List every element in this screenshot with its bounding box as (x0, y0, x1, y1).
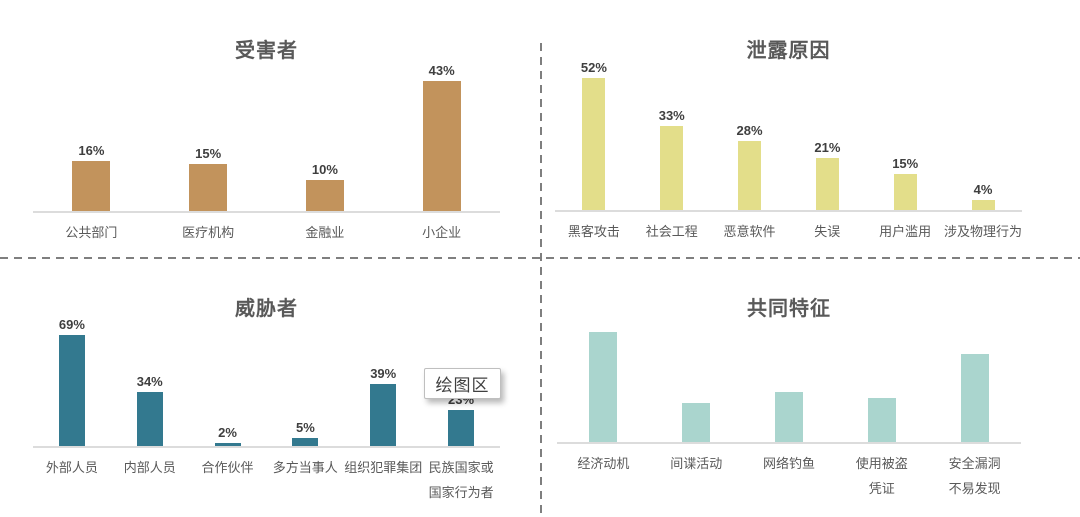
bar-slot: 5% (266, 420, 344, 446)
category-label: 多方当事人 (272, 460, 338, 475)
horizontal-dashed-divider (0, 257, 1080, 259)
category-label: 经济动机 (577, 456, 630, 471)
category-label: 安全漏洞 不易发现 (948, 456, 1001, 496)
category-label: 组织犯罪集团 (344, 460, 423, 475)
bar-slot (835, 398, 928, 442)
category-label: 公共部门 (65, 225, 118, 240)
category-row: 经济动机 间谍活动 网络钓鱼 使用被盗 凭证 安全漏洞 不易发现 (557, 451, 1021, 501)
bar[interactable] (774, 392, 803, 442)
bar[interactable] (682, 403, 711, 442)
bar-value-label: 34% (136, 374, 163, 389)
bar-value-label: 33% (658, 108, 685, 123)
bar-slot: 21% (788, 140, 866, 210)
plot-area[interactable] (557, 292, 1021, 444)
bar[interactable] (738, 141, 762, 210)
bar-value-label: 4% (973, 182, 993, 197)
category-label: 间谍活动 (670, 456, 723, 471)
category-row: 黑客攻击 社会工程 恶意软件 失误 用户滥用 涉及物理行为 (555, 219, 1022, 244)
bar-slot: 23% (422, 392, 500, 446)
bar-slot: 15% (866, 156, 944, 210)
plot-area[interactable]: 16% 15% 10% 43% (33, 31, 500, 213)
bar-slot (557, 332, 650, 442)
bar[interactable] (58, 335, 85, 446)
bar-value-label: 28% (736, 123, 763, 138)
chart-common-traits: 共同特征 经济动机 间谍活动 网络钓鱼 使用被盗 凭证 安全漏洞 不易发现 (540, 258, 1080, 516)
chart-title: 受害者 (235, 40, 298, 62)
bar-value-label: 43% (428, 63, 455, 78)
bar-slot: 16% (33, 143, 150, 211)
bar-value-label: 2% (218, 425, 237, 440)
bar-value-label: 15% (195, 146, 222, 161)
bar-slot: 33% (633, 108, 711, 210)
bar-value-label: 10% (311, 162, 338, 177)
bar-value-label: 15% (892, 156, 919, 171)
category-label: 金融业 (305, 225, 345, 240)
bar[interactable] (370, 384, 397, 446)
bar[interactable] (72, 161, 111, 211)
bar[interactable] (867, 398, 896, 442)
bar-value-label: 21% (814, 140, 841, 155)
category-label: 失误 (814, 224, 841, 239)
bar[interactable] (960, 354, 989, 442)
category-label: 使用被盗 凭证 (855, 456, 908, 496)
bar[interactable] (422, 81, 461, 211)
bar-slot: 69% (33, 317, 111, 446)
chart-title: 泄露原因 (746, 40, 831, 62)
plot-area[interactable]: 52% 33% 28% 21% 15% 4% (555, 30, 1022, 212)
chart-title: 威胁者 (235, 298, 298, 320)
bar-slot: 43% (383, 63, 500, 211)
category-label: 网络钓鱼 (762, 456, 815, 471)
bar-value-label: 16% (78, 143, 105, 158)
bar-value-label: 5% (296, 420, 315, 435)
bar-slot: 34% (111, 374, 189, 446)
category-label: 黑客攻击 (567, 224, 620, 239)
bar-slot: 4% (944, 182, 1022, 210)
bar-slot: 15% (150, 146, 267, 211)
bar-slot (650, 403, 743, 442)
bar-value-label: 39% (370, 366, 397, 381)
category-label: 小企业 (422, 225, 462, 240)
bar[interactable] (136, 392, 163, 446)
bar-value-label: 69% (58, 317, 85, 332)
chart-title: 共同特征 (747, 298, 831, 320)
category-label: 恶意软件 (723, 224, 776, 239)
category-label: 涉及物理行为 (943, 224, 1022, 239)
bar-slot: 52% (555, 60, 633, 210)
bar-slot: 10% (267, 162, 384, 211)
category-label: 民族国家或 国家行为者 (428, 460, 494, 500)
category-row: 外部人员 内部人员 合作伙伴 多方当事人 组织犯罪集团 民族国家或 国家行为者 (33, 455, 500, 505)
bar[interactable] (292, 438, 319, 446)
category-label: 内部人员 (123, 460, 176, 475)
category-label: 外部人员 (45, 460, 98, 475)
category-label: 医疗机构 (182, 225, 235, 240)
category-label: 社会工程 (645, 224, 698, 239)
bar[interactable] (582, 78, 606, 210)
bar-value-label: 52% (580, 60, 607, 75)
plot-area[interactable]: 69% 34% 2% 5% 39% 23% (33, 296, 500, 448)
vertical-dashed-divider (540, 43, 542, 517)
plot-area-tooltip: 绘图区 (424, 368, 501, 399)
bar[interactable] (214, 443, 241, 446)
bar[interactable] (589, 332, 618, 442)
chart-breach-causes: 泄露原因 52% 33% 28% 21% 15% 4% 黑客攻击 社会工程 恶意软件 失误 用户滥… (540, 0, 1080, 258)
bar-slot: 28% (711, 123, 789, 210)
bar-slot (743, 392, 836, 442)
bar-slot: 2% (189, 425, 267, 446)
chart-victims: 受害者 16% 15% 10% 43% 公共部门 医疗机构 金融业 小企业 (0, 0, 540, 258)
bar-slot: 39% (344, 366, 422, 446)
category-label: 用户滥用 (879, 224, 932, 239)
bar[interactable] (189, 164, 228, 211)
bar-slot (928, 354, 1021, 442)
bar[interactable] (971, 200, 995, 210)
category-label: 合作伙伴 (201, 460, 254, 475)
bar[interactable] (305, 180, 344, 211)
category-row: 公共部门 医疗机构 金融业 小企业 (33, 220, 500, 245)
bar[interactable] (815, 158, 839, 210)
chart-threat-actors: 威胁者 69% 34% 2% 5% 39% 23% 外部人员 内部人员 合作伙伴 多方当事人 组织… (0, 258, 540, 516)
bar[interactable] (448, 410, 475, 446)
bar[interactable] (893, 174, 917, 210)
bar[interactable] (660, 126, 684, 210)
